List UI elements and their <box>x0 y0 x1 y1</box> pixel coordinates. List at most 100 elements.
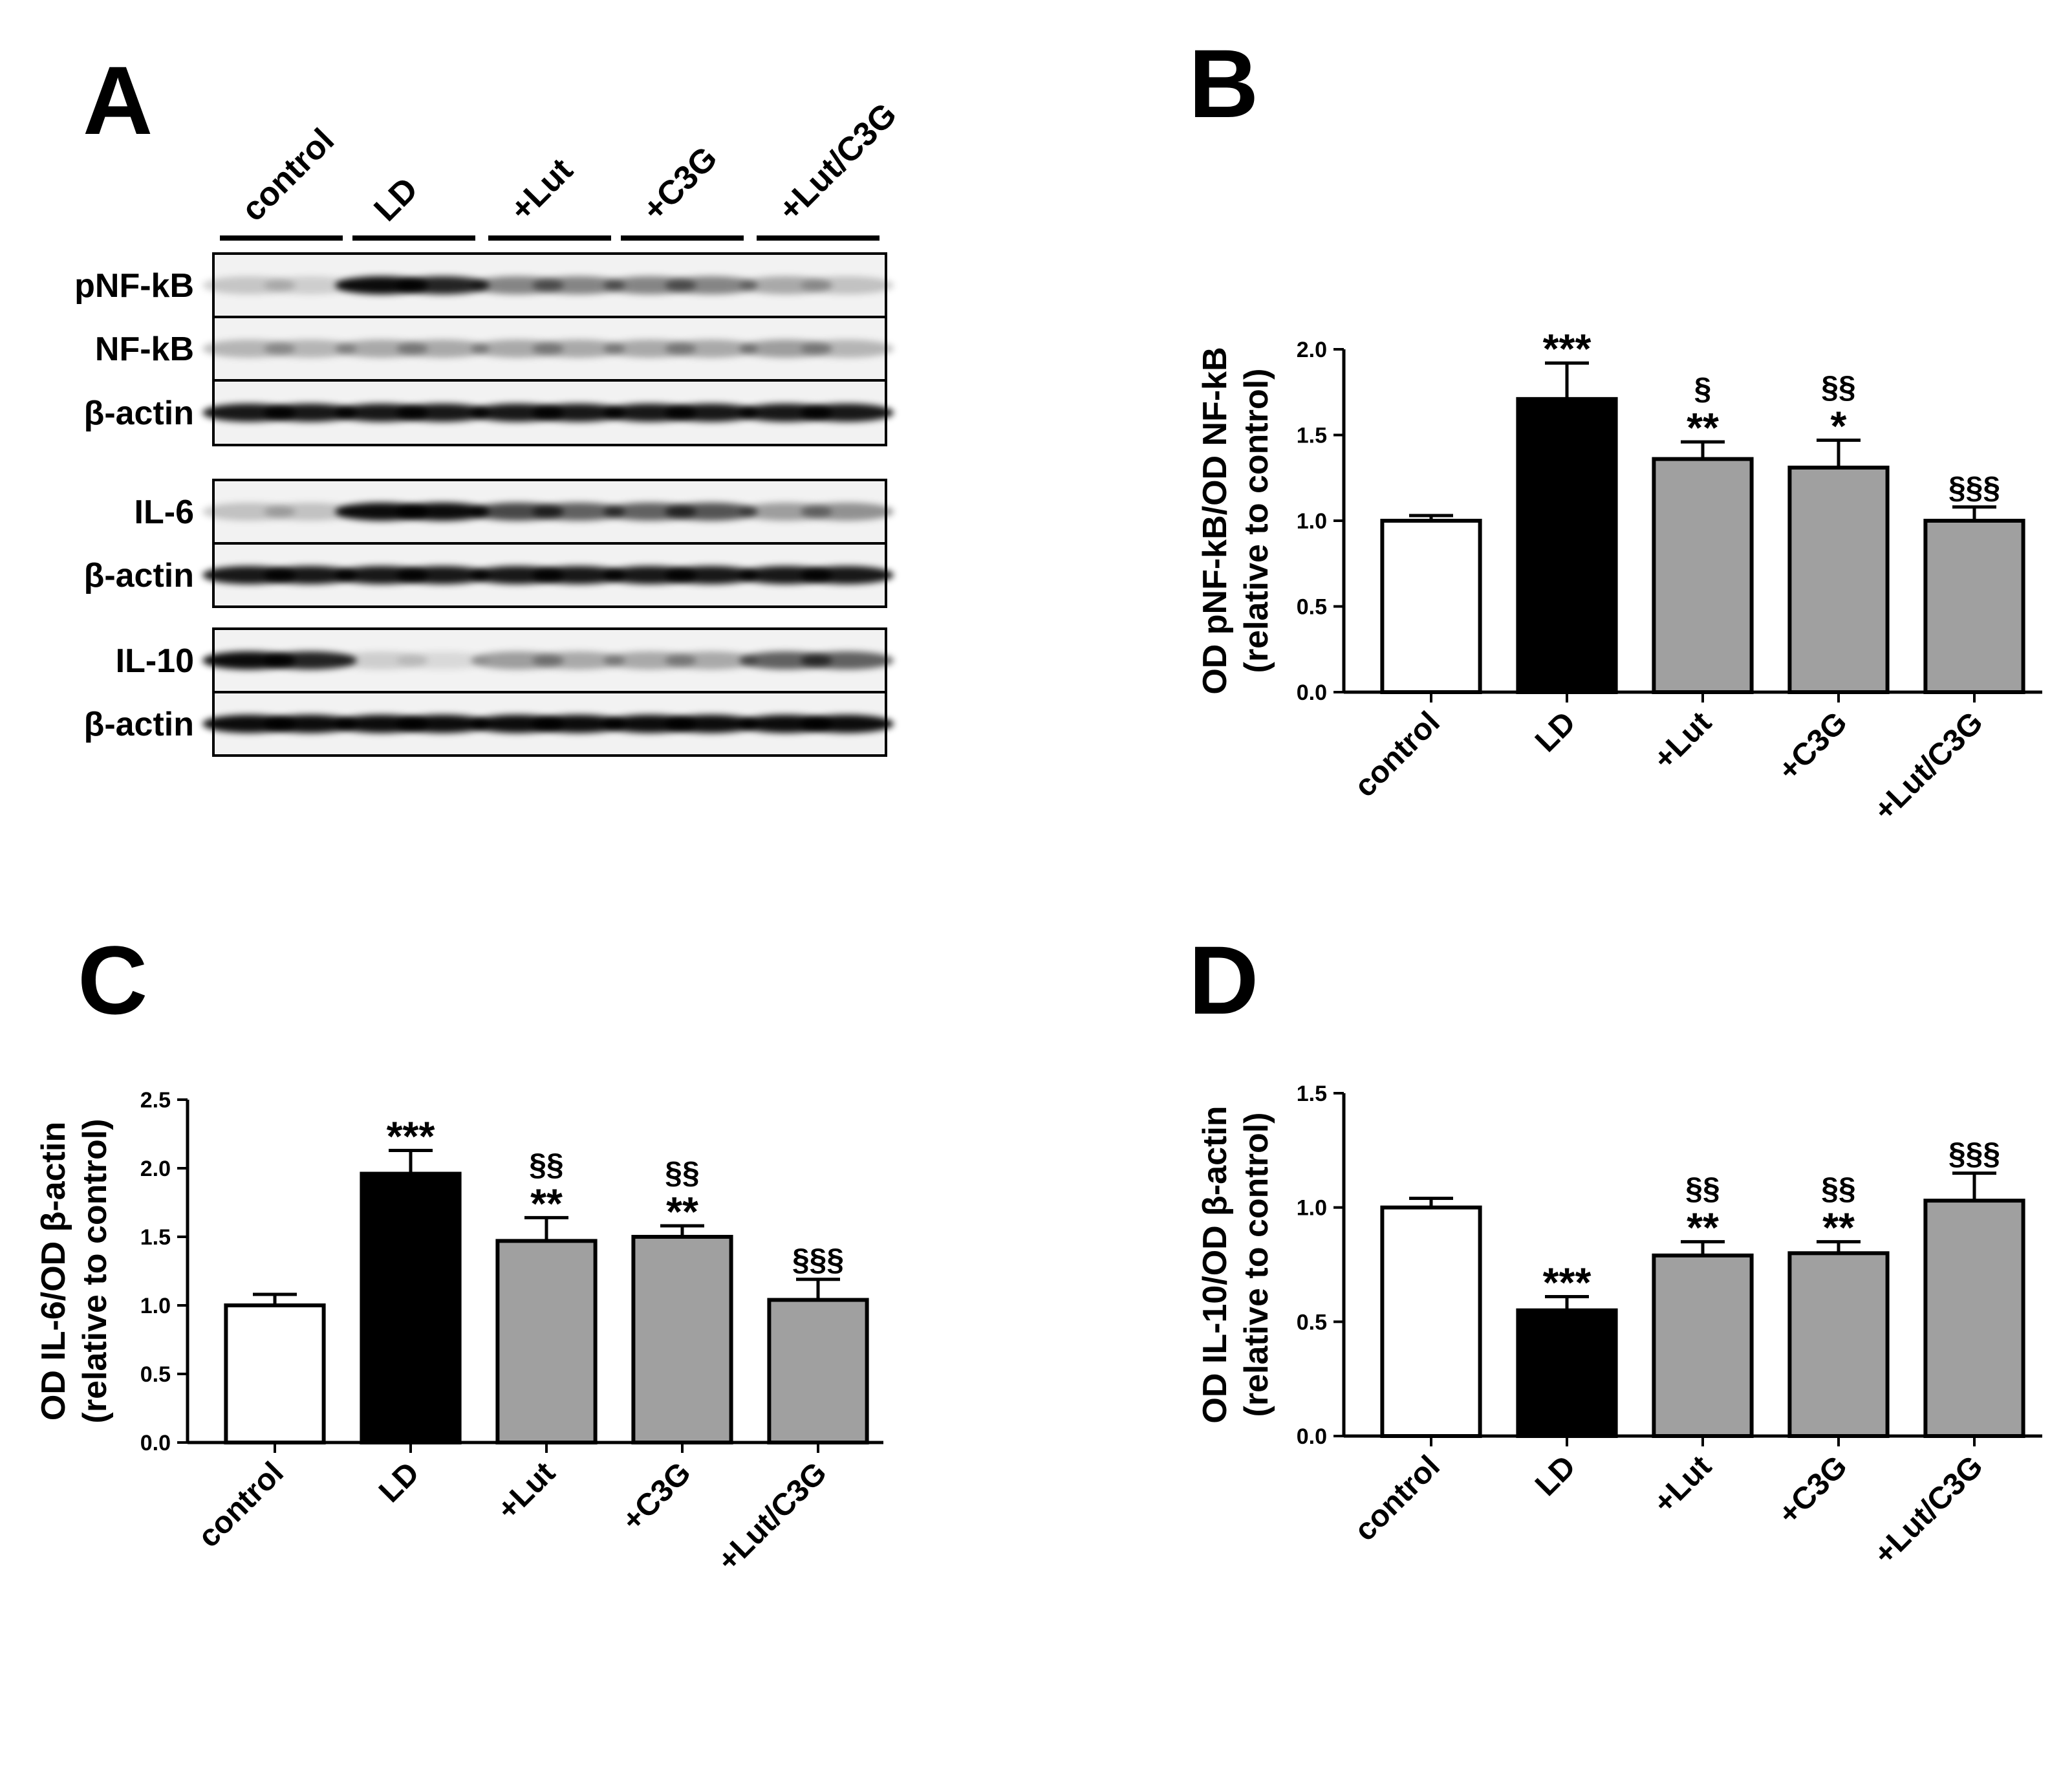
x-tick-label: +C3G <box>1772 705 1854 787</box>
blot-row-label: β-actin <box>84 395 194 432</box>
blot-band <box>665 715 758 733</box>
significance-stars: ** <box>1687 1204 1719 1251</box>
x-tick-label: +Lut/C3G <box>1867 1449 1989 1571</box>
blot-band <box>396 651 490 670</box>
significance-section: §§§ <box>1948 1137 2000 1171</box>
significance-section: §§ <box>1821 1172 1855 1206</box>
blot-band <box>396 566 490 584</box>
y-tick-label: 1.0 <box>1297 1196 1327 1221</box>
y-axis-title: OD pNF-kB/OD NF-kB <box>1196 347 1234 694</box>
blot-row-label: pNF-kB <box>74 267 194 305</box>
significance-stars: *** <box>1543 325 1592 372</box>
blot-band <box>665 503 758 521</box>
blot-band <box>801 276 894 294</box>
blot-band <box>801 651 894 670</box>
bar <box>1652 457 1754 694</box>
bar <box>224 1303 326 1444</box>
western-blot-panel: control LD +Lut +C3G +Lut/C3G pNF-kB NF-kB β-ac… <box>74 96 904 757</box>
significance-section: §§ <box>1685 1172 1720 1206</box>
blot-band <box>396 404 490 422</box>
group-label: +C3G <box>635 139 724 228</box>
blot-band <box>264 276 357 294</box>
significance-section: §§§ <box>792 1243 844 1278</box>
blot-band <box>264 503 357 521</box>
bar <box>1516 397 1618 694</box>
y-tick-label: 2.0 <box>1297 338 1327 362</box>
y-axis-subtitle: (relative to control) <box>1238 369 1275 673</box>
blot-band <box>801 715 894 733</box>
x-tick-label: +C3G <box>616 1455 698 1538</box>
group-label: +Lut/C3G <box>771 96 903 228</box>
blot-band <box>532 715 625 733</box>
blot-band <box>396 340 490 358</box>
significance-stars: ** <box>666 1188 698 1235</box>
x-tick-label: +Lut/C3G <box>1867 705 1989 827</box>
blot-band <box>264 340 357 358</box>
bar <box>1923 519 2025 694</box>
x-tick-label: +Lut <box>1647 705 1718 776</box>
y-axis-title: OD IL-6/OD β-actin <box>35 1122 72 1421</box>
blot-band <box>264 566 357 584</box>
significance-section: §§ <box>529 1148 563 1182</box>
blot-band <box>532 503 625 521</box>
blot-band <box>801 566 894 584</box>
bar <box>360 1171 462 1444</box>
blot-band <box>532 566 625 584</box>
x-tick-label: +Lut <box>491 1455 562 1527</box>
bar <box>1516 1308 1618 1438</box>
y-axis-title: OD IL-10/OD β-actin <box>1196 1105 1234 1423</box>
y-tick-label: 0.0 <box>1297 1424 1327 1449</box>
y-tick-label: 1.5 <box>1297 424 1327 448</box>
significance-stars: *** <box>1543 1259 1592 1305</box>
bar <box>1652 1253 1754 1438</box>
y-tick-label: 0.5 <box>1297 1310 1327 1334</box>
x-tick-label: LD <box>372 1455 426 1509</box>
blot-band <box>264 404 357 422</box>
bar <box>1787 465 1890 694</box>
y-tick-label: 2.5 <box>140 1088 171 1113</box>
x-tick-label: LD <box>1529 1449 1582 1503</box>
significance-stars: ** <box>1687 404 1719 451</box>
blot-row-label: NF-kB <box>95 331 194 368</box>
bar <box>1923 1199 2025 1438</box>
blot-row-label: β-actin <box>84 557 194 594</box>
y-tick-label: 1.5 <box>1297 1082 1327 1106</box>
blot-band <box>396 276 490 294</box>
x-tick-label: +C3G <box>1772 1449 1854 1531</box>
y-tick-label: 2.0 <box>140 1157 171 1181</box>
blot-row-label: IL-6 <box>135 494 194 531</box>
significance-stars: *** <box>387 1113 435 1159</box>
blot-band <box>396 715 490 733</box>
significance-stars: ** <box>1822 1204 1855 1251</box>
blot-band <box>532 404 625 422</box>
blot-band <box>665 340 758 358</box>
panel-label-a: A <box>83 46 153 155</box>
panel-label-d: D <box>1189 926 1259 1034</box>
significance-stars: * <box>1831 402 1847 449</box>
blot-band <box>396 503 490 521</box>
bar <box>1380 519 1482 694</box>
x-tick-label: LD <box>1529 705 1582 759</box>
blot-band <box>665 404 758 422</box>
y-tick-label: 1.0 <box>140 1294 171 1318</box>
significance-section: §§ <box>1821 370 1855 404</box>
blot-band <box>665 276 758 294</box>
blot-band <box>264 651 357 670</box>
group-label: control <box>234 122 341 229</box>
bar <box>1787 1251 1890 1438</box>
bar <box>495 1239 598 1444</box>
blot-band <box>532 340 625 358</box>
significance-section: §§ <box>665 1156 699 1190</box>
y-tick-label: 1.0 <box>1297 509 1327 534</box>
blot-row-label: β-actin <box>84 706 194 743</box>
blot-band <box>665 566 758 584</box>
significance-section: § <box>1694 372 1712 406</box>
y-tick-label: 0.0 <box>1297 681 1327 705</box>
panel-label-b: B <box>1189 29 1259 138</box>
blot-band <box>532 651 625 670</box>
bar-chart-c: 0.0 0.5 1.0 1.5 2.0 2.5 OD IL-6/OD β-actin (rel… <box>35 1088 883 1578</box>
x-tick-label: control <box>1348 705 1446 803</box>
blot-band <box>264 715 357 733</box>
bar <box>1380 1205 1482 1439</box>
y-tick-label: 0.5 <box>1297 595 1327 620</box>
